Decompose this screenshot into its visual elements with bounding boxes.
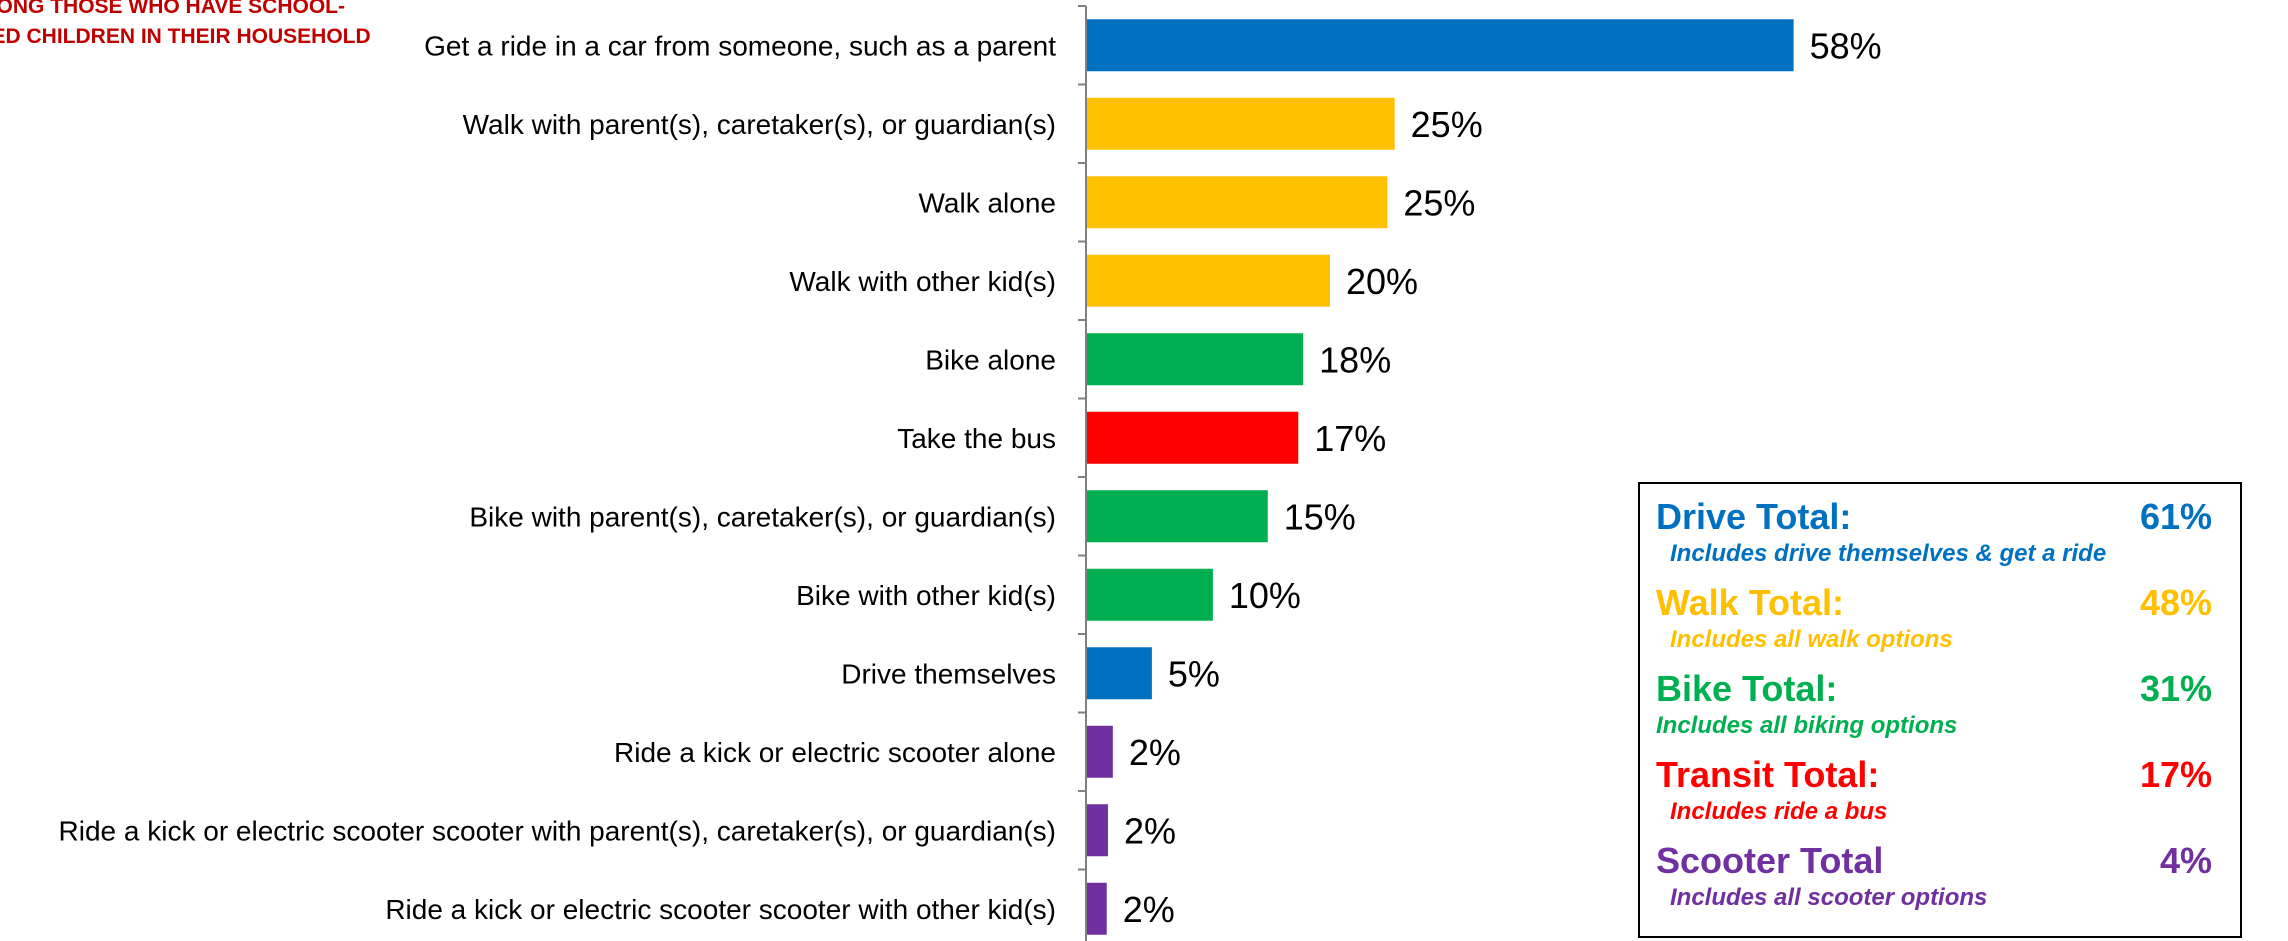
value-label: 2% bbox=[1123, 889, 1175, 930]
category-label: Walk with other kid(s) bbox=[789, 266, 1056, 297]
value-label: 2% bbox=[1124, 810, 1176, 851]
total-row-transit: Transit Total: 17% Includes ride a bus bbox=[1640, 742, 2240, 828]
total-row-scooter: Scooter Total 4% Includes all scooter opti… bbox=[1640, 828, 2240, 914]
bar bbox=[1086, 725, 1113, 778]
total-label: Scooter Total bbox=[1656, 840, 1884, 881]
value-label: 18% bbox=[1319, 339, 1391, 380]
total-label: Drive Total: bbox=[1656, 496, 1852, 537]
category-label: Take the bus bbox=[897, 423, 1056, 454]
total-label: Walk Total: bbox=[1656, 582, 1844, 623]
category-label: Walk alone bbox=[919, 187, 1056, 218]
subtitle-line-2: AGED CHILDREN IN THEIR HOUSEHOLD bbox=[0, 25, 371, 48]
value-label: 25% bbox=[1411, 104, 1483, 145]
total-value: 61% bbox=[2139, 496, 2212, 537]
bar bbox=[1086, 333, 1304, 386]
bars-layer bbox=[1086, 19, 1794, 935]
category-label: Ride a kick or electric scooter scooter … bbox=[385, 894, 1056, 925]
total-row-bike: Bike Total: 31% Includes all biking option… bbox=[1640, 656, 2240, 742]
total-note: Includes all walk options bbox=[1670, 626, 1953, 653]
bar bbox=[1086, 19, 1794, 72]
total-value: 17% bbox=[2139, 754, 2212, 795]
bar bbox=[1086, 254, 1330, 307]
ticks-layer bbox=[1078, 5, 1086, 871]
subtitle-line-1: AMONG THOSE WHO HAVE SCHOOL- bbox=[0, 0, 345, 18]
category-label: Walk with parent(s), caretaker(s), or gu… bbox=[463, 109, 1056, 140]
value-label: 17% bbox=[1314, 418, 1386, 459]
category-label: Get a ride in a car from someone, such a… bbox=[424, 30, 1056, 61]
bar bbox=[1086, 882, 1107, 935]
category-label: Ride a kick or electric scooter alone bbox=[614, 737, 1056, 768]
category-label: Bike with parent(s), caretaker(s), or gu… bbox=[469, 501, 1056, 532]
labels-layer: Get a ride in a car from someone, such a… bbox=[59, 25, 1882, 930]
bar bbox=[1086, 647, 1152, 700]
value-label: 58% bbox=[1810, 25, 1882, 66]
category-label: Drive themselves bbox=[841, 658, 1056, 689]
total-label: Transit Total: bbox=[1656, 754, 1880, 795]
value-label: 15% bbox=[1284, 496, 1356, 537]
value-label: 25% bbox=[1403, 182, 1475, 223]
total-note: Includes all biking options bbox=[1656, 712, 1958, 739]
total-note: Includes ride a bus bbox=[1670, 798, 1888, 825]
totals-box: Drive Total: 61% Includes drive themselves… bbox=[1638, 482, 2242, 938]
total-row-walk: Walk Total: 48% Includes all walk options bbox=[1640, 570, 2240, 656]
total-value: 48% bbox=[2139, 582, 2212, 623]
value-label: 2% bbox=[1129, 732, 1181, 773]
total-note: Includes drive themselves & get a ride bbox=[1670, 540, 2107, 567]
value-label: 20% bbox=[1346, 261, 1418, 302]
value-label: 10% bbox=[1229, 575, 1301, 616]
category-label: Bike with other kid(s) bbox=[796, 580, 1056, 611]
bar bbox=[1086, 97, 1395, 150]
bar bbox=[1086, 176, 1388, 229]
total-note: Includes all scooter options bbox=[1670, 884, 1988, 911]
total-value: 4% bbox=[2159, 840, 2212, 881]
bar bbox=[1086, 568, 1213, 621]
total-value: 31% bbox=[2139, 668, 2212, 709]
category-label: Ride a kick or electric scooter scooter … bbox=[59, 815, 1056, 846]
bar bbox=[1086, 804, 1108, 857]
total-label: Bike Total: bbox=[1656, 668, 1838, 709]
total-row-drive: Drive Total: 61% Includes drive themselves… bbox=[1640, 484, 2240, 570]
bar bbox=[1086, 411, 1299, 464]
value-label: 5% bbox=[1168, 653, 1220, 694]
category-label: Bike alone bbox=[925, 344, 1056, 375]
chart-subtitle: AMONG THOSE WHO HAVE SCHOOL- AGED CHILDR… bbox=[0, 0, 371, 52]
bar bbox=[1086, 490, 1268, 543]
